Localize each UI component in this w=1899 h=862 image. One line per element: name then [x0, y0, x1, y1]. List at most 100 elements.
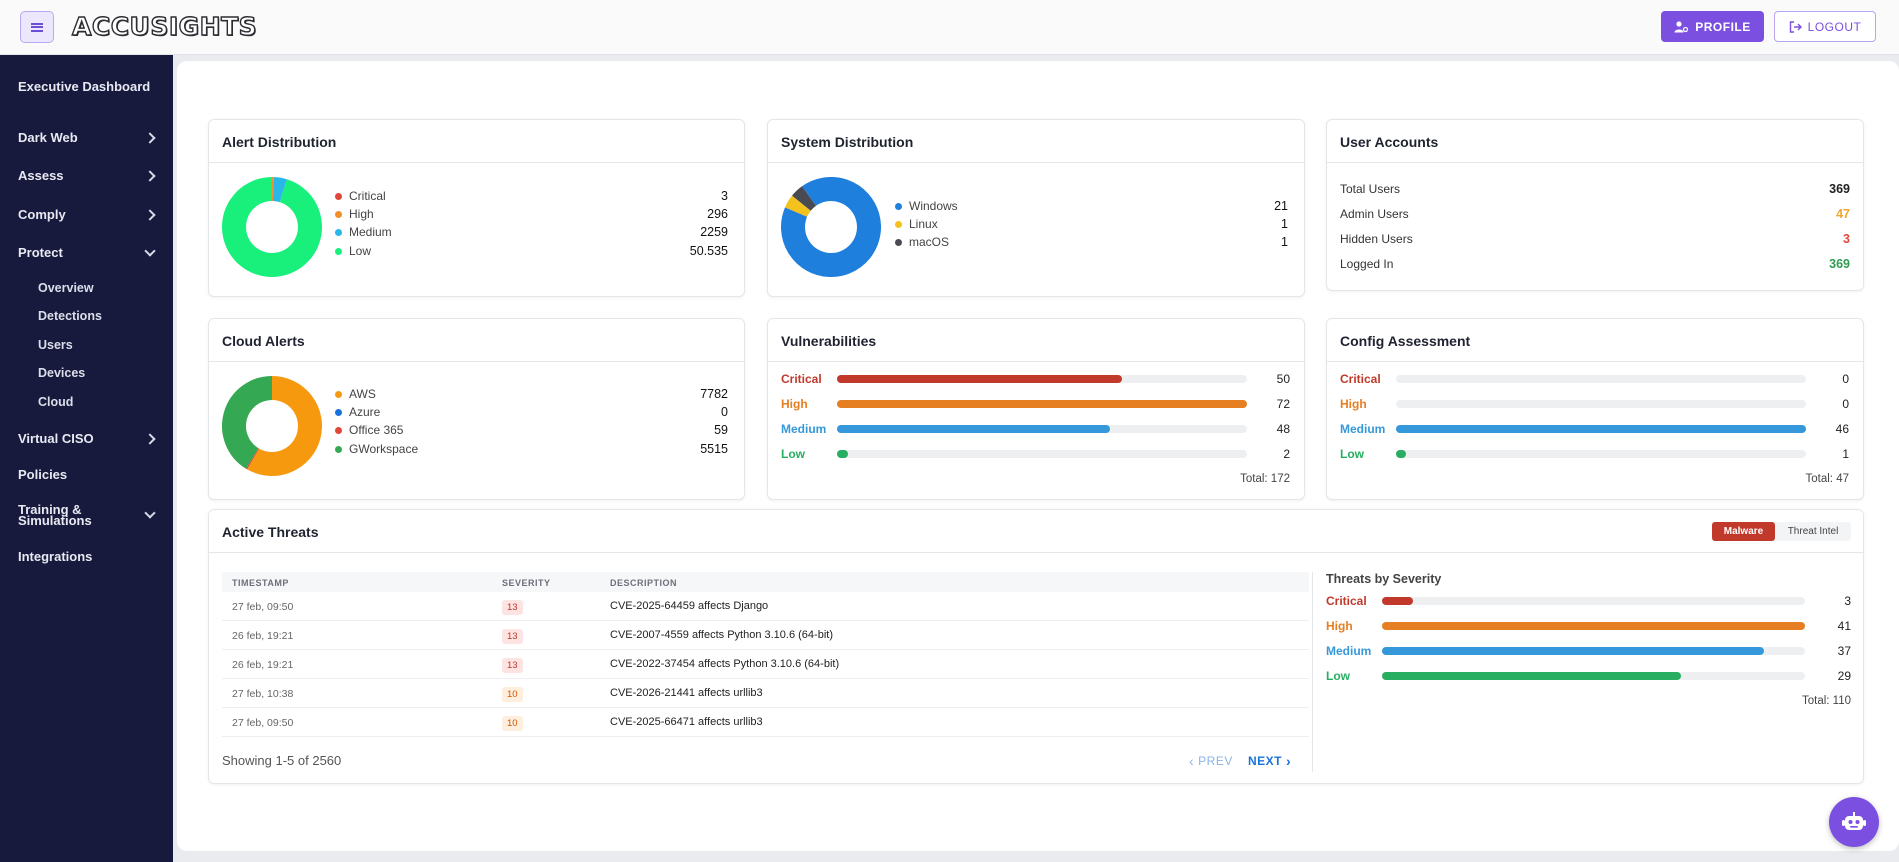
sidebar-item-label-line1: Training & [18, 502, 82, 517]
sidebar-item-executive-dashboard[interactable]: Executive Dashboard [18, 80, 158, 94]
bar-fill [837, 450, 849, 458]
table-row[interactable]: 27 feb, 09:50 10 CVE-2025-66471 affects … [222, 708, 1309, 737]
legend-value: 1 [1281, 217, 1288, 231]
legend-windows: Windows 21 [895, 198, 1288, 214]
legend-label: Office 365 [349, 423, 404, 437]
logout-button[interactable]: LOGOUT [1774, 11, 1876, 42]
legend-label: High [349, 207, 374, 221]
bar-track [1396, 375, 1806, 383]
legend-label: Low [349, 244, 372, 258]
sidebar-item-dark-web[interactable]: Dark Web [18, 131, 158, 145]
bar-track [837, 375, 1247, 383]
legend-low: Low 50.535 [335, 243, 728, 259]
panel-title: Threats by Severity [1326, 572, 1442, 586]
column-header-timestamp: TIMESTAMP [232, 578, 289, 588]
legend-value: 7782 [700, 387, 728, 401]
prev-button-label: PREV [1198, 754, 1233, 768]
config-assessment-card: Config Assessment Critical 0 High 0 Medium… [1326, 318, 1864, 500]
bar-fill [1382, 672, 1682, 680]
dot-icon [895, 202, 902, 210]
table-row[interactable]: 26 feb, 19:21 13 CVE-2007-4559 affects P… [222, 621, 1309, 650]
divider [209, 361, 744, 362]
legend-azure: Azure 0 [335, 404, 728, 420]
bar-value: 50 [1276, 372, 1290, 386]
bar-fill [1382, 622, 1805, 630]
dot-icon [335, 247, 342, 255]
sidebar-item-label: Policies [18, 467, 68, 482]
threats-table: TIMESTAMP SEVERITY DESCRIPTION 27 feb, 0… [222, 572, 1309, 737]
dot-icon [335, 445, 342, 453]
profile-button[interactable]: PROFILE [1661, 11, 1764, 42]
sidebar-item-virtual-ciso[interactable]: Virtual CISO [18, 432, 158, 446]
legend-value: 59 [714, 423, 728, 437]
system-distribution-card: System Distribution Windows 21 Linux 1 mac… [767, 119, 1305, 297]
tab-malware[interactable]: Malware [1712, 522, 1775, 541]
bar-track [837, 400, 1247, 408]
sidebar-item-integrations[interactable]: Integrations [18, 550, 158, 564]
bar-label: Low [1340, 447, 1364, 461]
legend-label: AWS [349, 387, 376, 401]
legend-value: 5515 [700, 442, 728, 456]
legend-linux: Linux 1 [895, 216, 1288, 232]
dot-icon [895, 220, 902, 228]
legend-gworkspace: GWorkspace 5515 [335, 441, 728, 457]
bar-row-high: High 72 [781, 396, 1290, 412]
table-row[interactable]: 27 feb, 10:38 10 CVE-2026-21441 affects … [222, 679, 1309, 708]
sidebar-item-label: Comply [18, 207, 66, 222]
bar-value: 29 [1837, 669, 1851, 683]
bar-track [1396, 425, 1806, 433]
bar-track [837, 425, 1247, 433]
top-bar: ACCUSIGHTS PROFILE LOGOUT [0, 0, 1899, 55]
bar-fill [1396, 450, 1407, 458]
chevron-down-icon [144, 507, 156, 519]
sidebar-item-label: Assess [18, 168, 64, 183]
bar-value: 0 [1842, 397, 1849, 411]
sidebar-subitem-devices[interactable]: Devices [38, 366, 86, 380]
bar-fill [1382, 647, 1764, 655]
table-row[interactable]: 27 feb, 09:50 13 CVE-2025-64459 affects … [222, 592, 1309, 621]
profile-button-label: PROFILE [1695, 19, 1751, 34]
chatbot-button[interactable] [1829, 797, 1879, 847]
menu-toggle-button[interactable] [20, 11, 54, 43]
sidebar-item-label-line2: Simulations [18, 513, 92, 528]
sidebar-item-protect[interactable]: Protect [18, 245, 158, 260]
bar-row-low: Low 1 [1340, 446, 1849, 462]
main-content: Alert Distribution Critical 3 High 296 Med… [177, 61, 1899, 851]
card-title: Active Threats [222, 524, 319, 540]
chevron-down-icon [144, 245, 156, 257]
sidebar-subitem-cloud[interactable]: Cloud [38, 395, 74, 409]
sidebar-item-policies[interactable]: Policies [18, 468, 158, 482]
severity-badge: 13 [502, 629, 523, 644]
bar-value: 0 [1842, 372, 1849, 386]
row-timestamp: 27 feb, 09:50 [232, 717, 294, 729]
prev-button[interactable]: ‹ PREV [1189, 754, 1233, 768]
sidebar-item-training-simulations[interactable]: Training & Simulations [18, 502, 158, 528]
active-threats-card: Active Threats Malware Threat Intel TIME… [208, 509, 1864, 784]
next-button[interactable]: NEXT › [1248, 754, 1291, 768]
sidebar-item-assess[interactable]: Assess [18, 169, 158, 183]
sidebar-subitem-overview[interactable]: Overview [38, 281, 94, 295]
bar-label: Medium [1340, 422, 1386, 436]
dot-icon [335, 390, 342, 398]
next-button-label: NEXT [1248, 754, 1283, 768]
sidebar-item-label: Virtual CISO [18, 431, 94, 446]
column-header-severity: SEVERITY [502, 578, 551, 588]
severity-badge: 13 [502, 658, 523, 673]
row-description: CVE-2026-21441 affects urllib3 [610, 687, 763, 699]
bar-row-critical: Critical 50 [781, 371, 1290, 387]
bar-row-low: Low 29 [1326, 668, 1851, 684]
bar-row-medium: Medium 48 [781, 421, 1290, 437]
legend-aws: AWS 7782 [335, 386, 728, 402]
bar-row-critical: Critical 3 [1326, 593, 1851, 609]
divider [1327, 162, 1863, 163]
sidebar-item-comply[interactable]: Comply [18, 208, 158, 222]
bar-label: Medium [781, 422, 827, 436]
tab-threat-intel[interactable]: Threat Intel [1775, 522, 1851, 541]
table-row[interactable]: 26 feb, 19:21 13 CVE-2022-37454 affects … [222, 650, 1309, 679]
stat-value: 3 [1843, 232, 1850, 246]
sidebar-subitem-detections[interactable]: Detections [38, 309, 102, 323]
chevron-right-icon: › [1286, 753, 1292, 769]
sidebar-subitem-users[interactable]: Users [38, 338, 73, 352]
donut-slice-macos [792, 186, 817, 212]
user-gear-icon [1674, 20, 1689, 32]
